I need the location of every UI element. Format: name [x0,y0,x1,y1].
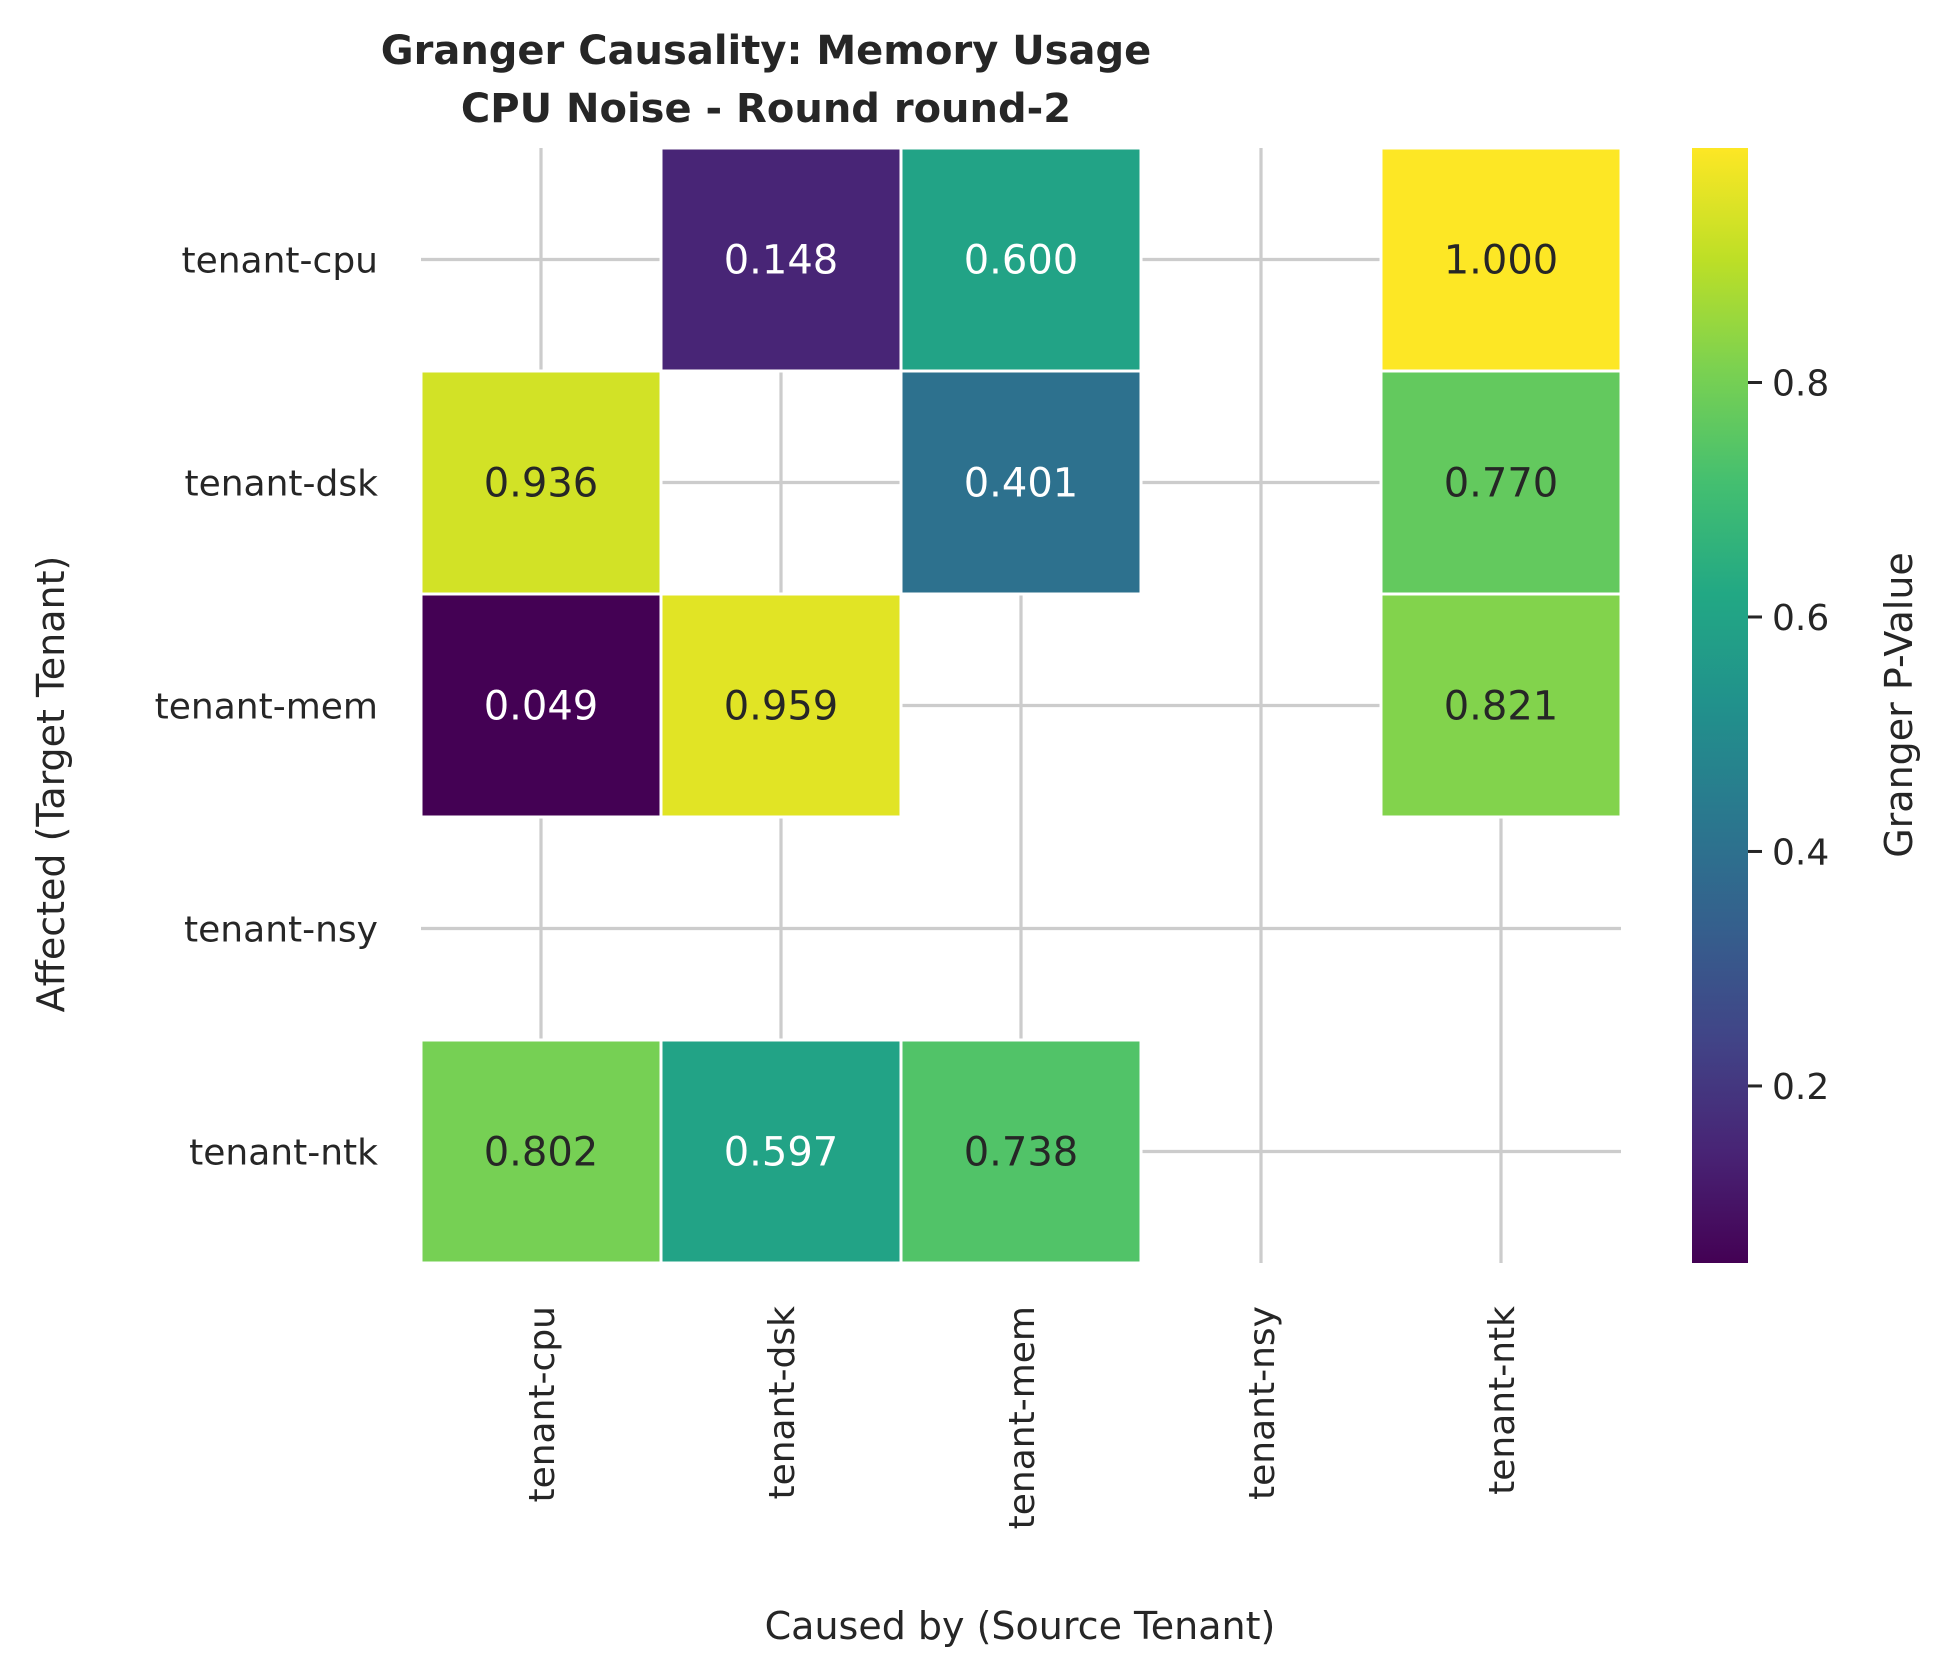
heatmap-cell [419,369,663,596]
cell-value-label: 0.049 [484,684,599,730]
chart-title: Granger Causality: Memory Usage [381,28,1151,74]
cell-value-label: 0.148 [724,238,839,284]
colorbar-tick-label: 0.8 [1772,363,1829,404]
y-tick-labels: tenant-cpu tenant-dsk tenant-mem tenant-nsy… [155,241,379,1174]
heatmap-cell [659,1038,903,1265]
cell-value-label: 0.802 [484,1130,599,1176]
x-tick-label: tenant-mem [1002,1306,1043,1529]
cell-value-label: 0.401 [964,461,1079,507]
x-tick-label: tenant-dsk [762,1306,803,1500]
colorbar-tick-label: 0.6 [1772,598,1829,639]
cell-value-label: 0.597 [724,1130,839,1176]
heatmap-cell [899,369,1143,596]
x-tick-labels: tenant-cpu tenant-dsk tenant-mem tenant-nsy… [522,1306,1523,1530]
x-tick-label: tenant-cpu [522,1306,563,1503]
colorbar-tick-label: 0.2 [1772,1067,1829,1108]
y-tick-label: tenant-ntk [189,1133,378,1174]
y-tick-label: tenant-cpu [181,241,378,282]
cell-value-label: 0.770 [1444,461,1559,507]
heatmap-cell [419,1038,663,1265]
cell-value-label: 0.959 [724,684,839,730]
x-tick-label: tenant-nsy [1242,1306,1283,1500]
cell-value-label: 0.738 [964,1130,1079,1176]
y-tick-label: tenant-dsk [184,464,378,505]
colorbar-label: Granger P-Value [1877,552,1921,858]
y-tick-label: tenant-mem [155,687,378,728]
cell-value-label: 0.936 [484,461,599,507]
cell-value-label: 0.600 [964,238,1079,284]
x-axis-label: Caused by (Source Tenant) [765,1604,1276,1648]
colorbar: 0.2 0.4 0.6 0.8 Granger P-Value [1692,148,1921,1263]
heatmap-cell [1379,369,1623,596]
heatmap-cell [419,592,663,819]
heatmap-cells: 0.148 0.600 1.000 0.936 0.401 0.770 0.049 0.959… [419,146,1623,1265]
cell-value-label: 0.821 [1444,684,1559,730]
chart-subtitle: CPU Noise - Round round-2 [461,86,1071,132]
y-axis-label: Affected (Target Tenant) [29,556,73,1013]
colorbar-gradient [1692,148,1748,1263]
heatmap-cell [899,1038,1143,1265]
colorbar-ticks: 0.2 0.4 0.6 0.8 [1748,363,1829,1108]
heatmap-cell [899,146,1143,373]
heatmap-cell [1379,592,1623,819]
heatmap-cell [659,592,903,819]
colorbar-tick-label: 0.4 [1772,832,1829,873]
y-tick-label: tenant-nsy [184,910,378,951]
x-tick-label: tenant-ntk [1482,1306,1523,1495]
cell-value-label: 1.000 [1444,238,1559,284]
